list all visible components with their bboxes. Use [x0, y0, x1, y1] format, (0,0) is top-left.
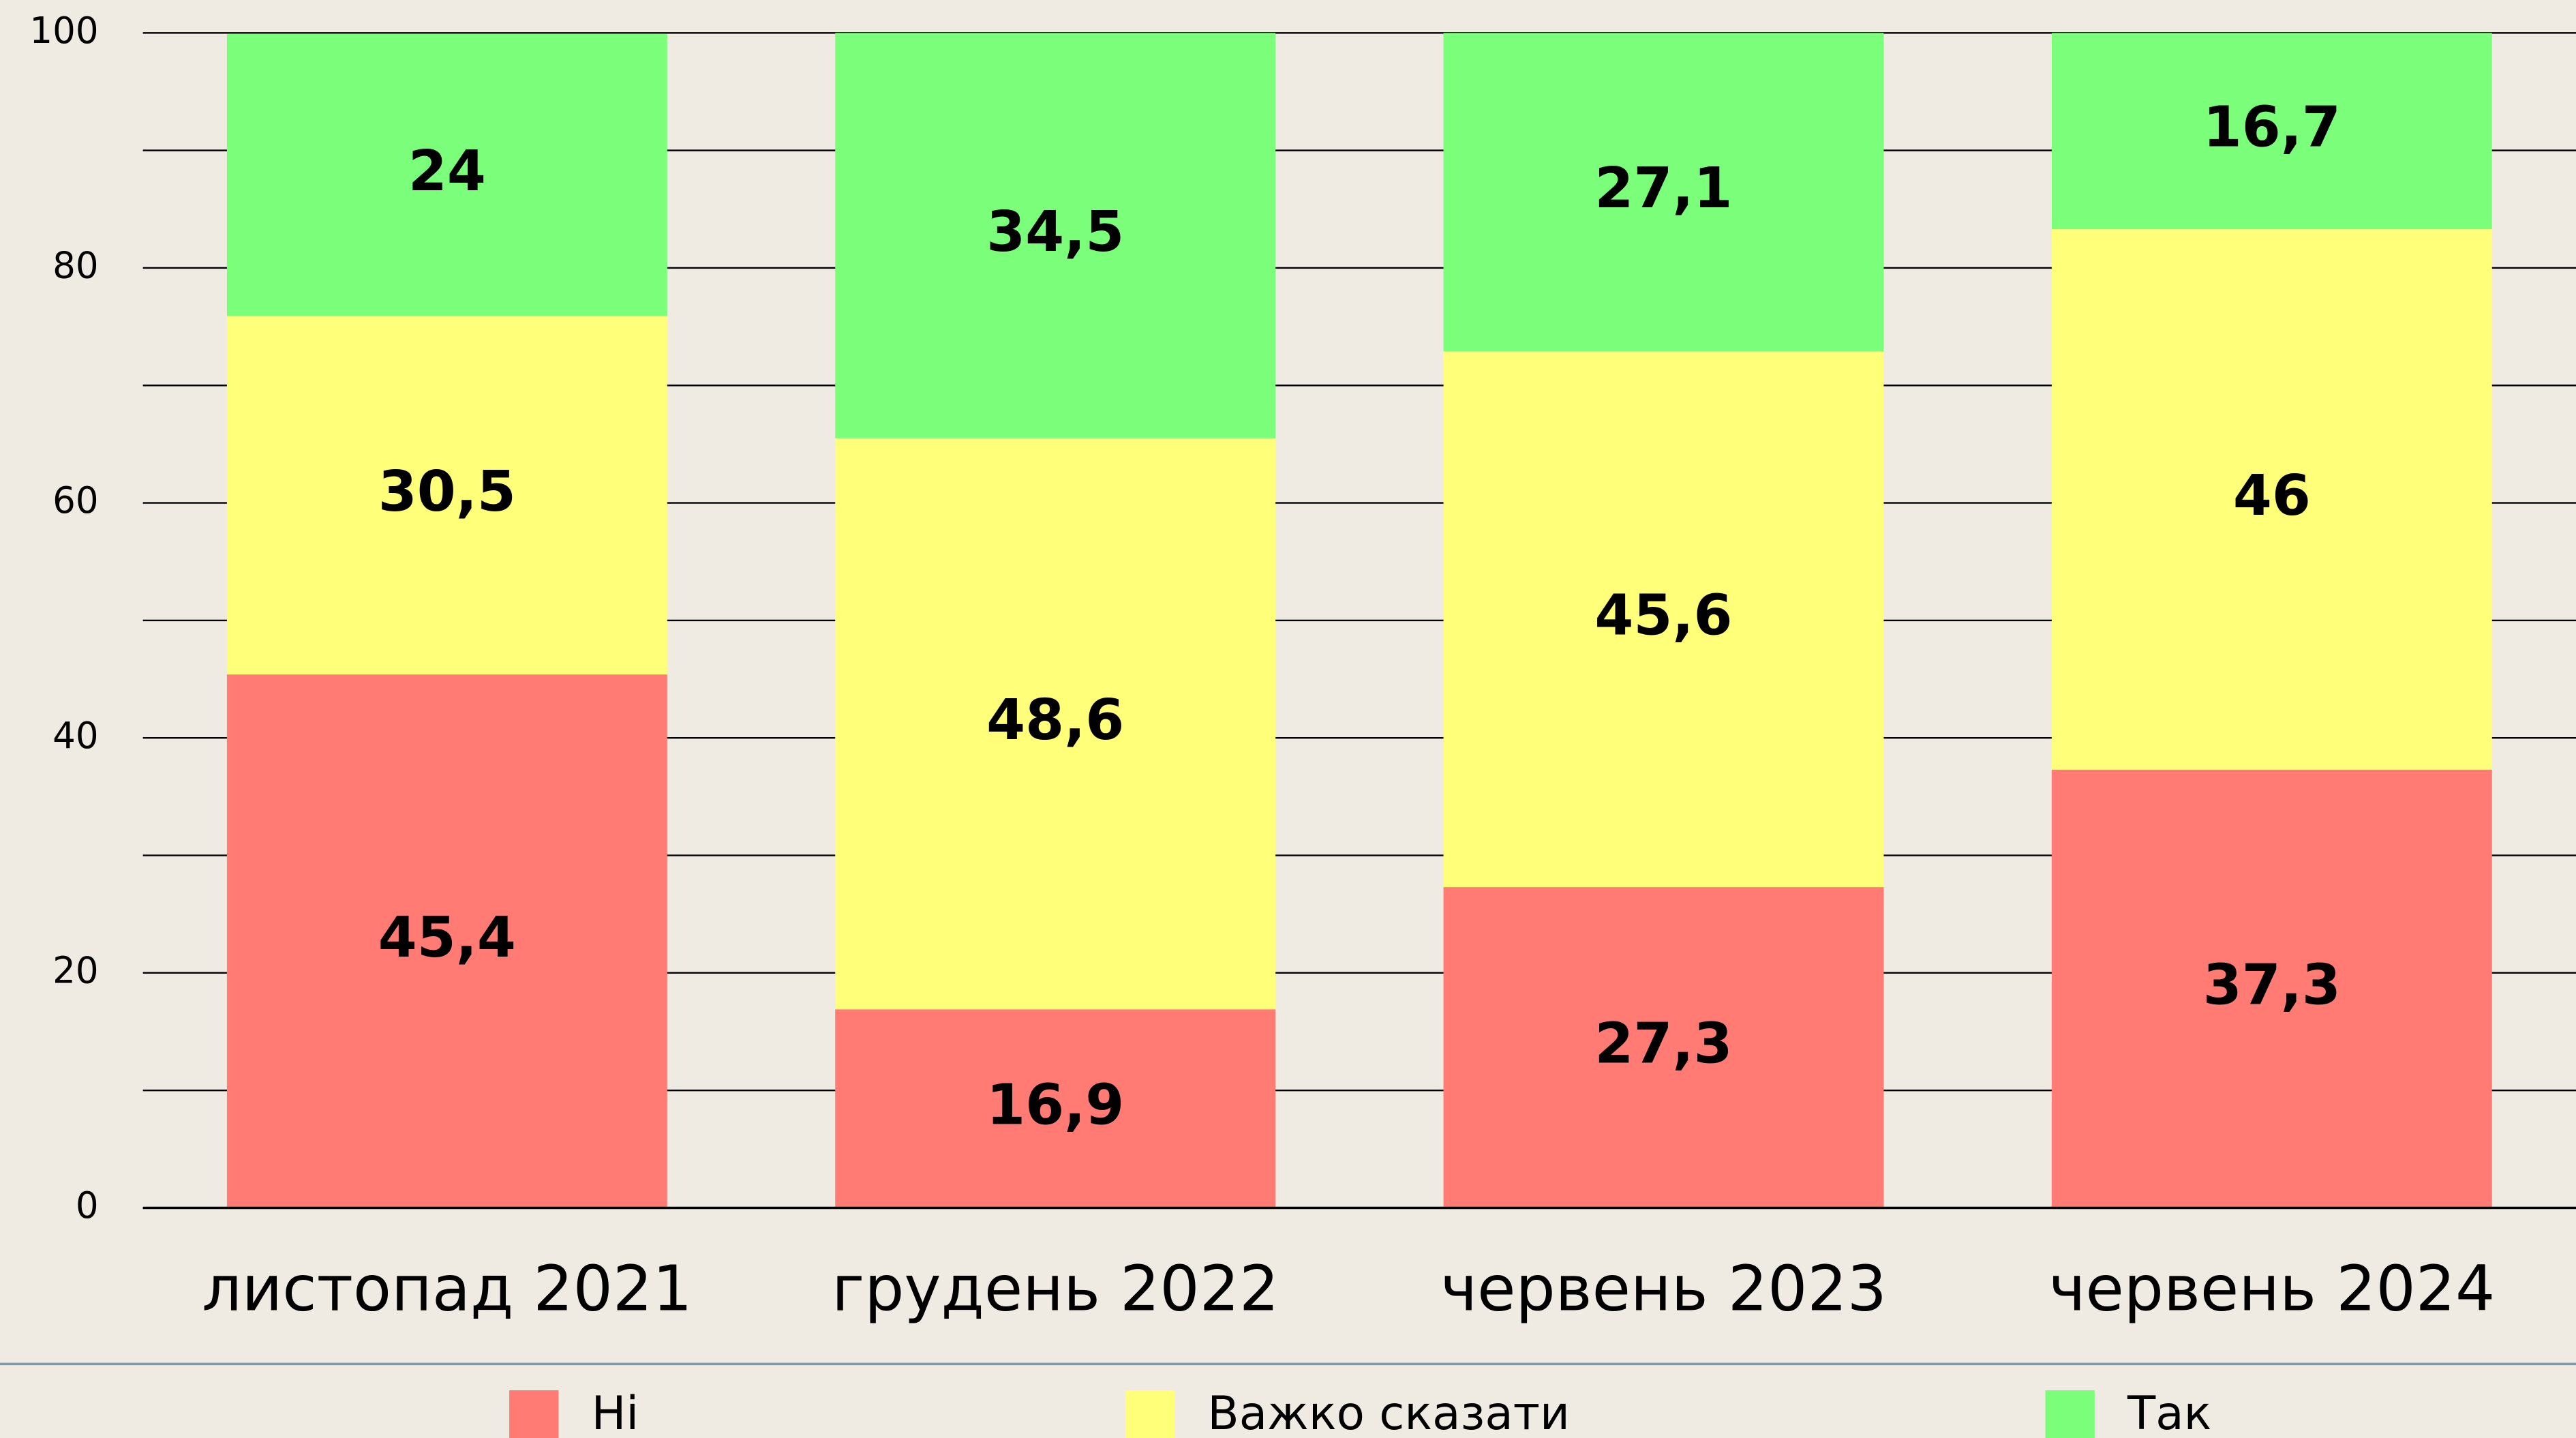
bar-segment	[835, 1009, 1276, 1208]
y-tick-label: 20	[52, 949, 98, 991]
bar-segment	[1443, 33, 1884, 352]
bar-segment	[2051, 769, 2492, 1208]
legend-label: Ні	[592, 1386, 639, 1438]
data-label: 45,6	[1594, 584, 1732, 648]
x-tick-label: грудень 2022	[832, 1253, 1279, 1325]
y-tick-label: 80	[52, 245, 98, 287]
data-label: 16,7	[2203, 95, 2341, 160]
legend-swatch	[509, 1390, 559, 1438]
data-label: 34,5	[986, 200, 1124, 265]
y-tick-label: 60	[52, 479, 98, 522]
legend-label: Важко сказати	[1207, 1386, 1569, 1438]
data-label: 24	[408, 139, 486, 204]
data-label: 27,1	[1594, 156, 1732, 221]
y-tick-label: 100	[29, 10, 98, 52]
x-tick-label: червень 2023	[1440, 1253, 1887, 1325]
bar-segment	[226, 34, 667, 316]
x-tick-label: червень 2024	[2048, 1253, 2495, 1325]
legend-swatch	[1125, 1390, 1175, 1438]
data-label: 30,5	[378, 460, 516, 524]
bar-segment	[835, 438, 1276, 1010]
y-tick-label: 0	[76, 1184, 99, 1227]
data-label: 45,4	[378, 905, 516, 970]
bar-segment	[835, 33, 1276, 438]
data-label: 48,6	[986, 688, 1124, 753]
data-label: 27,3	[1594, 1012, 1732, 1077]
bar-segment	[1443, 887, 1884, 1208]
x-tick-label: листопад 2021	[202, 1253, 692, 1325]
data-label: 16,9	[986, 1073, 1124, 1137]
data-label: 46	[2233, 464, 2311, 528]
legend-label: Так	[2127, 1386, 2211, 1438]
bar-segment	[1443, 351, 1884, 888]
bar-segment	[2051, 33, 2492, 230]
data-label: 37,3	[2203, 953, 2341, 1018]
legend-swatch	[2045, 1390, 2095, 1438]
bar-segment	[226, 316, 667, 675]
bar-segment	[2051, 229, 2492, 770]
bar-segment	[226, 674, 667, 1208]
y-tick-label: 40	[52, 715, 98, 757]
